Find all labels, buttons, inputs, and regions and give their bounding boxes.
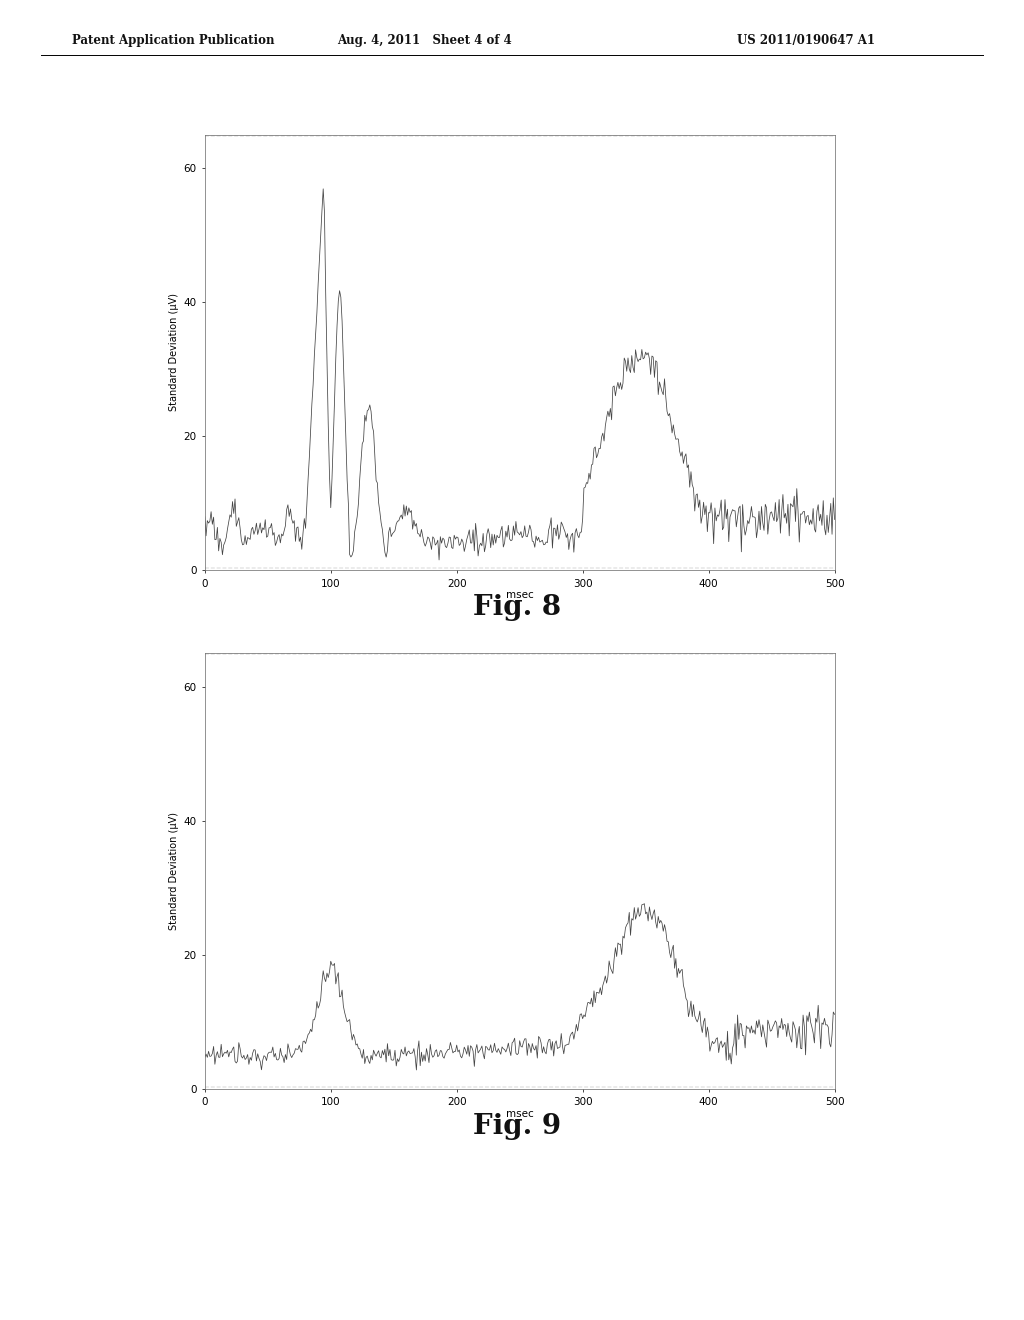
Y-axis label: Standard Deviation (μV): Standard Deviation (μV) bbox=[169, 293, 179, 412]
Text: Fig. 8: Fig. 8 bbox=[473, 594, 561, 620]
Text: Patent Application Publication: Patent Application Publication bbox=[72, 34, 274, 48]
X-axis label: msec: msec bbox=[506, 590, 534, 601]
X-axis label: msec: msec bbox=[506, 1109, 534, 1119]
Text: Aug. 4, 2011   Sheet 4 of 4: Aug. 4, 2011 Sheet 4 of 4 bbox=[338, 34, 512, 48]
Text: Fig. 9: Fig. 9 bbox=[473, 1113, 561, 1139]
Y-axis label: Standard Deviation (μV): Standard Deviation (μV) bbox=[169, 812, 179, 931]
Text: US 2011/0190647 A1: US 2011/0190647 A1 bbox=[737, 34, 876, 48]
